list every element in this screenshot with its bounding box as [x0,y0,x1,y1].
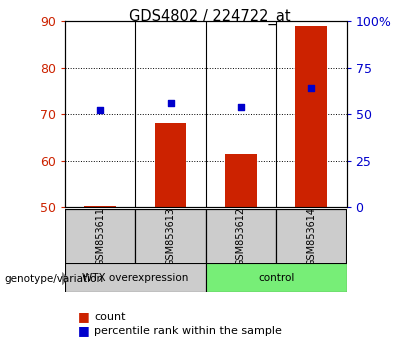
Bar [225,154,257,207]
Text: ■: ■ [78,310,89,323]
Bar [296,26,327,207]
Text: WTX overexpression: WTX overexpression [82,273,189,282]
Bar [155,124,186,207]
Polygon shape [62,273,67,285]
Bar [135,209,206,264]
Text: genotype/variation: genotype/variation [4,274,103,284]
Point [167,100,174,106]
Text: GSM853612: GSM853612 [236,207,246,266]
Text: count: count [94,312,126,322]
Point [97,108,104,113]
Point [238,104,244,110]
Text: ■: ■ [78,325,89,337]
Text: GSM853611: GSM853611 [95,207,105,266]
Bar [84,206,116,207]
Text: GDS4802 / 224722_at: GDS4802 / 224722_at [129,9,291,25]
Bar [206,209,276,264]
Text: control: control [258,273,294,282]
Bar [65,209,135,264]
Text: percentile rank within the sample: percentile rank within the sample [94,326,282,336]
Point [308,85,315,91]
Bar [276,209,346,264]
Text: GSM853613: GSM853613 [165,207,176,266]
Bar [65,263,206,292]
Bar [206,263,346,292]
Text: GSM853614: GSM853614 [306,207,316,266]
